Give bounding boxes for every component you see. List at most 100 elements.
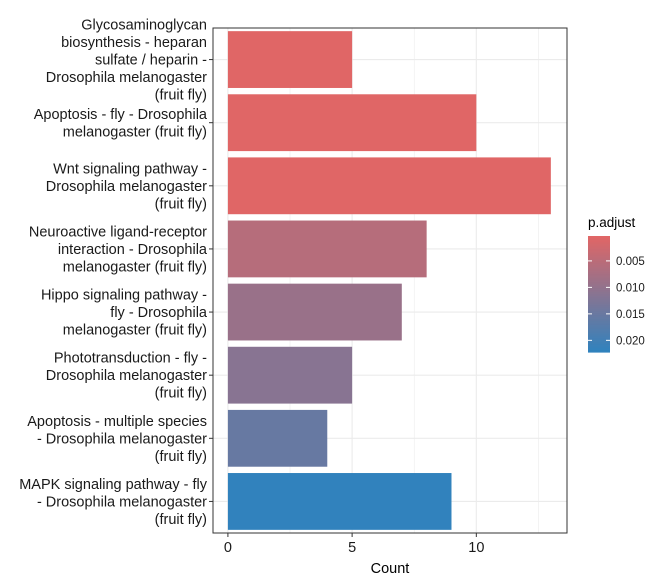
colorbar-segment xyxy=(588,259,610,262)
colorbar-segment xyxy=(588,301,610,305)
y-tick-label-line: interaction - Drosophila xyxy=(58,242,208,258)
x-axis-title: Count xyxy=(371,561,410,577)
colorbar-segment xyxy=(588,236,610,239)
colorbar-segment xyxy=(588,265,610,268)
y-tick-label: Phototransduction - fly -Drosophila mela… xyxy=(46,351,207,402)
y-tick-label-line: Wnt signaling pathway - xyxy=(53,161,207,177)
y-tick-label-line: (fruit fly) xyxy=(155,386,207,402)
colorbar-segment xyxy=(588,245,610,249)
colorbar-segment xyxy=(588,286,610,289)
bar xyxy=(227,31,353,88)
colorbar-segment xyxy=(588,299,610,303)
y-tick-label-line: melanogaster (fruit fly) xyxy=(63,323,207,339)
colorbar-segment xyxy=(588,344,610,347)
bar xyxy=(227,346,353,404)
y-tick-label-line: - Drosophila melanogaster xyxy=(37,494,207,510)
colorbar-segment xyxy=(588,315,610,318)
y-tick-label-line: Drosophila melanogaster xyxy=(46,70,207,86)
colorbar-segment xyxy=(588,294,610,297)
colorbar-segment xyxy=(588,255,610,258)
bar xyxy=(227,283,402,341)
bar xyxy=(227,220,427,278)
colorbar-segment xyxy=(588,346,610,349)
colorbar-segment xyxy=(588,288,610,291)
colorbar-segment xyxy=(588,292,610,295)
colorbar-segment xyxy=(588,295,610,299)
y-tick-label-line: (fruit fly) xyxy=(155,512,207,528)
colorbar-tick-label: 0.005 xyxy=(616,256,645,268)
y-tick-label-line: Neuroactive ligand-receptor xyxy=(29,224,207,240)
bar-layer xyxy=(227,31,551,530)
colorbar-segment xyxy=(588,239,610,243)
colorbar-segment xyxy=(588,282,610,285)
colorbar-segment xyxy=(588,324,610,328)
colorbar-segment xyxy=(588,336,610,340)
colorbar-segment xyxy=(588,334,610,338)
bar xyxy=(227,157,551,215)
colorbar-segment xyxy=(588,241,610,245)
colorbar-segment xyxy=(588,274,610,278)
colorbar-segment xyxy=(588,330,610,334)
colorbar-segment xyxy=(588,272,610,276)
colorbar-segment xyxy=(588,251,610,254)
bar xyxy=(227,94,477,152)
colorbar-segment xyxy=(588,307,610,311)
colorbar-tick-label: 0.015 xyxy=(616,309,645,321)
colorbar-segment xyxy=(588,323,610,326)
colorbar-segment xyxy=(588,284,610,287)
y-tick-label: Apoptosis - fly - Drosophila melanogaster… xyxy=(34,107,208,141)
x-axis: 0 5 10 xyxy=(224,533,484,556)
x-tick-label: 10 xyxy=(468,540,484,556)
colorbar-segment xyxy=(588,317,610,320)
bar xyxy=(227,473,452,530)
y-tick-label-line: (fruit fly) xyxy=(155,449,207,465)
y-tick-label-line: melanogaster (fruit fly) xyxy=(63,259,207,275)
colorbar-segment xyxy=(588,332,610,336)
y-tick-label-line: Hippo signaling pathway - xyxy=(41,288,207,304)
colorbar-segment xyxy=(588,309,610,312)
colorbar-segment xyxy=(588,266,610,270)
y-tick-label: Glycosaminoglycan biosynthesis - heparan s… xyxy=(46,18,207,104)
colorbar-segment xyxy=(588,326,610,330)
colorbar-segment xyxy=(588,297,610,301)
y-tick-label-line: Apoptosis - fly - Drosophila xyxy=(34,107,208,123)
legend-title: p.adjust xyxy=(588,215,636,230)
colorbar-segment xyxy=(588,313,610,316)
colorbar-segment xyxy=(588,328,610,332)
colorbar-segment xyxy=(588,342,610,345)
colorbar-segment xyxy=(588,257,610,260)
y-tick-label-line: (fruit fly) xyxy=(155,88,207,104)
y-tick-label: Wnt signaling pathway - Drosophila melano… xyxy=(46,161,207,212)
y-tick-label-line: Apoptosis - multiple species xyxy=(27,414,207,430)
y-tick-label-line: biosynthesis - heparan xyxy=(61,35,207,51)
colorbar-segment xyxy=(588,280,610,283)
colorbar-segment xyxy=(588,340,610,343)
y-tick-label-line: Drosophila melanogaster xyxy=(46,368,207,384)
colorbar-segment xyxy=(588,253,610,256)
colorbar-segment xyxy=(588,348,610,351)
colorbar-segment xyxy=(588,350,610,353)
y-tick-label-line: Glycosaminoglycan xyxy=(81,18,207,34)
colorbar-segment xyxy=(588,249,610,253)
y-tick-label-line: Drosophila melanogaster xyxy=(46,179,207,195)
x-tick-label: 5 xyxy=(348,540,356,556)
y-tick-label-line: melanogaster (fruit fly) xyxy=(63,124,207,140)
y-tick-label: MAPK signaling pathway - fly - Drosophila… xyxy=(19,477,208,528)
y-tick-label: Hippo signaling pathway -fly - Drosophil… xyxy=(41,288,208,339)
y-tick-label-line: sulfate / heparin - xyxy=(95,53,207,69)
colorbar-segment xyxy=(588,276,610,280)
colorbar-segment xyxy=(588,263,610,266)
y-tick-label-line: Phototransduction - fly - xyxy=(54,351,207,367)
colorbar-segment xyxy=(588,247,610,251)
colorbar-segment xyxy=(588,261,610,264)
y-tick-label-line: - Drosophila melanogaster xyxy=(37,431,207,447)
legend: p.adjust 0.005 0.010 0.015 0.020 xyxy=(588,215,645,353)
colorbar-tick-label: 0.020 xyxy=(616,335,645,347)
y-tick-label-line: fly - Drosophila xyxy=(110,305,208,321)
colorbar-segment xyxy=(588,290,610,293)
colorbar-segment xyxy=(588,311,610,314)
colorbar-segment xyxy=(588,338,610,341)
y-tick-label-line: (fruit fly) xyxy=(155,196,207,212)
bar xyxy=(227,409,328,467)
colorbar-segment xyxy=(588,270,610,274)
